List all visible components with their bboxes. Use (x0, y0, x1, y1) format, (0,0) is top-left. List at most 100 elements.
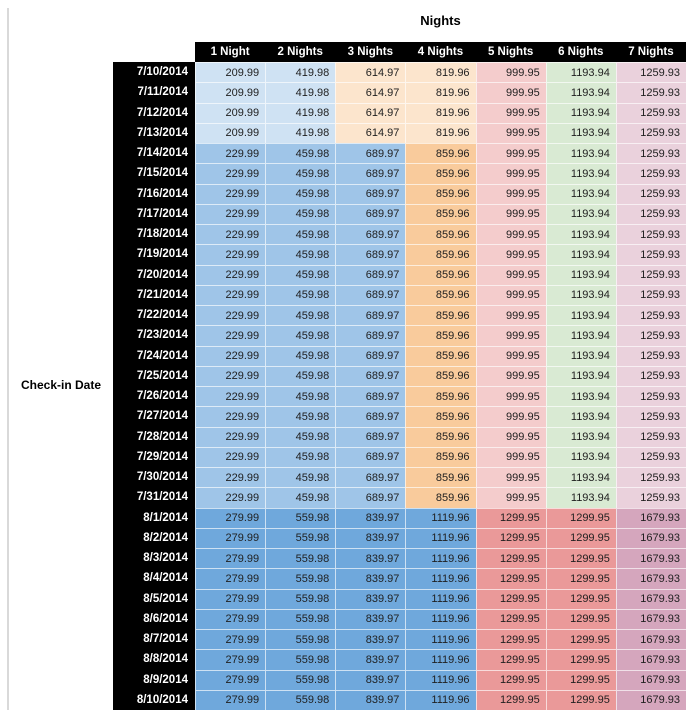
price-cell: 689.97 (335, 244, 406, 265)
price-cell: 1299.95 (545, 689, 616, 710)
date-cell: 8/7/2014 (113, 629, 195, 650)
date-cell: 7/25/2014 (113, 365, 195, 386)
table-row: 7/28/2014 229.99 459.98 689.97 859.96 999.95 1… (113, 426, 686, 447)
price-cell: 1193.94 (545, 102, 616, 123)
date-cell: 7/16/2014 (113, 183, 195, 204)
price-cell: 229.99 (195, 284, 266, 305)
price-cell: 859.96 (405, 143, 476, 164)
price-cell: 1119.96 (405, 527, 476, 548)
price-cell: 459.98 (265, 467, 336, 488)
date-cell: 8/1/2014 (113, 507, 195, 528)
price-cell: 839.97 (335, 568, 406, 589)
table-row: 7/30/2014 229.99 459.98 689.97 859.96 999.95 1… (113, 467, 686, 488)
price-cell: 1259.93 (615, 62, 686, 83)
price-cell: 229.99 (195, 487, 266, 508)
price-cell: 859.96 (405, 163, 476, 184)
price-cell: 1299.95 (475, 588, 546, 609)
price-cell: 459.98 (265, 203, 336, 224)
price-cell: 459.98 (265, 224, 336, 245)
price-cell: 279.99 (195, 669, 266, 690)
price-cell: 419.98 (265, 122, 336, 143)
price-cell: 1259.93 (615, 365, 686, 386)
price-cell: 689.97 (335, 325, 406, 346)
price-cell: 1193.94 (545, 386, 616, 407)
price-cell: 859.96 (405, 487, 476, 508)
price-cell: 1299.95 (545, 568, 616, 589)
price-cell: 559.98 (265, 629, 336, 650)
price-cell: 1259.93 (615, 305, 686, 326)
price-cell: 419.98 (265, 102, 336, 123)
price-cell: 819.96 (405, 82, 476, 103)
table-row: 8/7/2014 279.99 559.98 839.97 1119.96 1299.95… (113, 629, 686, 650)
price-cell: 859.96 (405, 183, 476, 204)
price-cell: 689.97 (335, 305, 406, 326)
price-cell: 689.97 (335, 284, 406, 305)
table-row: 7/13/2014 209.99 419.98 614.97 819.96 999.95 1… (113, 122, 686, 143)
price-cell: 459.98 (265, 183, 336, 204)
date-cell: 7/30/2014 (113, 467, 195, 488)
price-cell: 999.95 (475, 487, 546, 508)
price-cell: 839.97 (335, 608, 406, 629)
price-cell: 1299.95 (475, 608, 546, 629)
price-cell: 459.98 (265, 406, 336, 427)
price-cell: 614.97 (335, 122, 406, 143)
price-cell: 1259.93 (615, 183, 686, 204)
date-cell: 7/31/2014 (113, 487, 195, 508)
price-cell: 1119.96 (405, 568, 476, 589)
price-cell: 999.95 (475, 426, 546, 447)
date-cell: 7/27/2014 (113, 406, 195, 427)
price-cell: 1193.94 (545, 203, 616, 224)
price-cell: 859.96 (405, 284, 476, 305)
price-cell: 229.99 (195, 163, 266, 184)
price-cell: 1119.96 (405, 629, 476, 650)
price-cell: 459.98 (265, 284, 336, 305)
table-row: 7/19/2014 229.99 459.98 689.97 859.96 999.95 1… (113, 244, 686, 265)
price-cell: 859.96 (405, 345, 476, 366)
price-cell: 229.99 (195, 467, 266, 488)
price-cell: 1259.93 (615, 244, 686, 265)
price-cell: 229.99 (195, 446, 266, 467)
price-cell: 1259.93 (615, 143, 686, 164)
price-cell: 839.97 (335, 548, 406, 569)
price-cell: 689.97 (335, 264, 406, 285)
table-row: 7/20/2014 229.99 459.98 689.97 859.96 999.95 1… (113, 264, 686, 285)
date-cell: 7/26/2014 (113, 386, 195, 407)
table-row: 8/10/2014 279.99 559.98 839.97 1119.96 1299.9… (113, 689, 686, 710)
price-cell: 839.97 (335, 629, 406, 650)
price-cell: 229.99 (195, 426, 266, 447)
price-cell: 559.98 (265, 649, 336, 670)
price-cell: 1119.96 (405, 689, 476, 710)
price-cell: 1299.95 (475, 629, 546, 650)
date-cell: 7/22/2014 (113, 305, 195, 326)
price-cell: 999.95 (475, 244, 546, 265)
price-cell: 229.99 (195, 386, 266, 407)
price-cell: 1299.95 (475, 507, 546, 528)
price-cell: 1299.95 (475, 649, 546, 670)
price-cell: 559.98 (265, 588, 336, 609)
price-cell: 1299.95 (545, 608, 616, 629)
column-header: 2 Nights (265, 42, 336, 62)
price-cell: 209.99 (195, 102, 266, 123)
price-cell: 999.95 (475, 62, 546, 83)
date-cell: 7/15/2014 (113, 163, 195, 184)
price-cell: 859.96 (405, 325, 476, 346)
price-table: 1 Night 2 Nights 3 Nights 4 Nights 5 Nights 6… (113, 42, 686, 710)
header-row: 1 Night 2 Nights 3 Nights 4 Nights 5 Nights 6… (113, 42, 686, 62)
price-cell: 689.97 (335, 487, 406, 508)
price-cell: 1679.93 (615, 629, 686, 650)
price-cell: 559.98 (265, 568, 336, 589)
price-cell: 1119.96 (405, 507, 476, 528)
table-row: 7/21/2014 229.99 459.98 689.97 859.96 999.95 1… (113, 284, 686, 305)
table-row: 8/4/2014 279.99 559.98 839.97 1119.96 1299.95… (113, 568, 686, 589)
price-cell: 999.95 (475, 163, 546, 184)
price-cell: 999.95 (475, 203, 546, 224)
price-cell: 614.97 (335, 82, 406, 103)
price-cell: 559.98 (265, 527, 336, 548)
price-cell: 999.95 (475, 122, 546, 143)
price-cell: 1119.96 (405, 669, 476, 690)
price-cell: 859.96 (405, 426, 476, 447)
price-cell: 279.99 (195, 588, 266, 609)
price-cell: 1679.93 (615, 507, 686, 528)
price-cell: 689.97 (335, 467, 406, 488)
price-cell: 1299.95 (475, 548, 546, 569)
